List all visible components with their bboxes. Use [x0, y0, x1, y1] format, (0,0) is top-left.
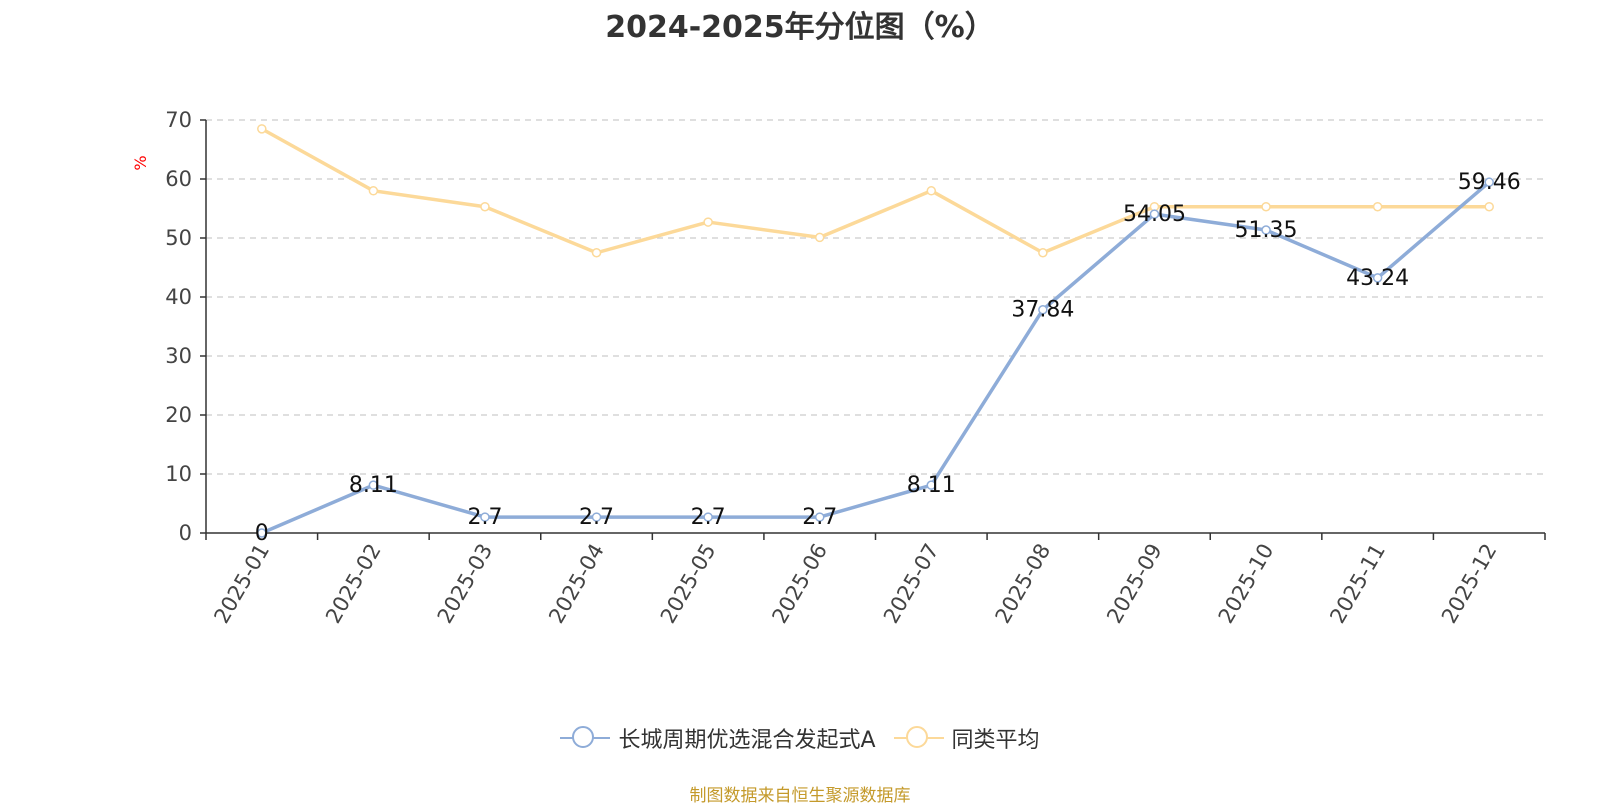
data-point-series-2 [926, 186, 937, 196]
data-point-series-1 [591, 512, 602, 522]
x-tick-label: 2025-10 [1214, 540, 1279, 628]
data-point-series-1 [703, 512, 713, 522]
data-point-series-1 [1038, 304, 1048, 315]
data-point-series-2 [480, 201, 490, 212]
data-point-series-1 [368, 480, 379, 490]
y-tick-label: 50 [165, 226, 192, 250]
data-label: 2.7 [691, 505, 726, 530]
x-tick-label: 2025-06 [767, 540, 832, 628]
axes: 0 10 20 30 40 50 60 70 2025-01 2025-02 2025-03 2025… [165, 108, 1546, 628]
data-point-series-2 [1372, 201, 1383, 212]
x-tick-label: 2025-09 [1102, 540, 1167, 628]
data-point-series-2 [257, 124, 267, 134]
data-point-series-1 [257, 528, 267, 538]
data-label: 37.84 [1011, 298, 1074, 323]
data-label: 2.7 [802, 505, 837, 530]
data-point-series-2 [368, 186, 379, 196]
legend-item-series-2[interactable]: 同类平均 [893, 722, 1040, 754]
chart-title: 2024-2025年分位图（%） [605, 10, 995, 45]
x-tick-label: 2025-04 [544, 540, 609, 628]
y-tick-label: 0 [179, 521, 192, 545]
x-tick-label: 2025-08 [991, 540, 1056, 628]
data-label: 59.46 [1458, 170, 1521, 195]
data-point-series-2 [1261, 201, 1271, 212]
y-axis-label: % [131, 155, 150, 170]
y-tick-label: 30 [165, 344, 192, 368]
data-label: 8.11 [907, 473, 956, 498]
legend-marker-series-1 [560, 725, 611, 751]
data-point-series-2 [591, 248, 602, 258]
data-label: 54.05 [1123, 202, 1186, 227]
data-point-series-1 [926, 480, 937, 490]
data-point-series-1 [1484, 177, 1494, 187]
series [257, 124, 1494, 538]
x-tick-label: 2025-05 [656, 540, 721, 628]
x-tick-label: 2025-01 [209, 540, 274, 628]
y-tick-label: 20 [165, 403, 192, 427]
x-tick-label: 2025-02 [321, 540, 386, 628]
series-line-2 [260, 127, 1490, 255]
y-tick-label: 70 [165, 108, 192, 132]
data-label: 2.7 [579, 505, 614, 530]
y-tick-label: 40 [165, 285, 192, 309]
y-tick-label: 10 [165, 462, 192, 486]
data-point-series-2 [1484, 201, 1494, 212]
x-tick-label: 2025-12 [1437, 540, 1502, 628]
legend-label-series-1: 长城周期优选混合发起式A [618, 728, 876, 753]
legend-label-series-2: 同类平均 [951, 728, 1040, 753]
data-point-series-1 [1149, 209, 1160, 219]
data-label: 51.35 [1235, 218, 1298, 243]
series-line-1 [261, 180, 1491, 535]
data-label: 0 [255, 521, 269, 546]
x-tick-label: 2025-11 [1325, 540, 1390, 628]
data-point-series-1 [1372, 273, 1383, 283]
y-tick-label: 60 [165, 167, 192, 191]
data-point-series-1 [814, 512, 825, 522]
data-label: 43.24 [1346, 266, 1409, 291]
legend-marker-series-2 [893, 725, 944, 751]
source-note: 制图数据来自恒生聚源数据库 [689, 786, 911, 806]
x-tick-label: 2025-07 [879, 540, 944, 628]
data-point-series-2 [814, 232, 825, 243]
data-point-series-1 [1261, 225, 1271, 235]
data-label: 8.11 [349, 473, 398, 498]
data-point-series-2 [1038, 248, 1048, 258]
legend: 长城周期优选混合发起式A 同类平均 [0, 722, 1600, 754]
grid-lines [206, 119, 1545, 475]
data-label: 2.7 [467, 505, 502, 530]
data-point-series-2 [703, 217, 713, 227]
data-labels: 0 8.11 2.7 2.7 2.7 2.7 8.11 37.84 54.05 51.35 43.2… [255, 170, 1521, 546]
legend-item-series-1[interactable]: 长城周期优选混合发起式A [560, 722, 876, 754]
x-tick-label: 2025-03 [433, 540, 498, 628]
data-point-series-1 [480, 512, 490, 522]
